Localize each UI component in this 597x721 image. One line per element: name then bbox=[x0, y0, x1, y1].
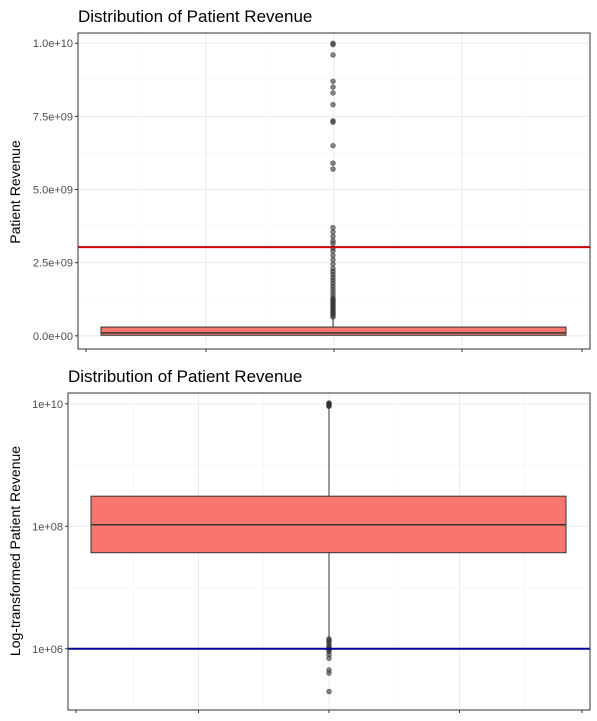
top-outlier-point bbox=[331, 230, 336, 235]
bottom-y-tick-label: 1e+10 bbox=[32, 399, 63, 411]
top-outlier-point bbox=[331, 161, 336, 166]
top-outlier-point bbox=[331, 238, 336, 243]
top-outlier-point bbox=[331, 253, 336, 258]
top-outlier-point bbox=[331, 167, 336, 172]
bottom-outlier-point bbox=[327, 689, 332, 694]
bottom-y-tick-label: 1e+06 bbox=[32, 644, 63, 656]
top-outlier-point bbox=[331, 91, 336, 96]
bottom-outlier-point bbox=[327, 656, 332, 661]
top-outlier-point bbox=[331, 85, 336, 90]
top-box bbox=[101, 327, 566, 335]
top-outlier-point bbox=[331, 53, 336, 58]
bottom-outlier-point bbox=[327, 636, 332, 641]
top-outlier-point bbox=[331, 41, 336, 46]
top-outlier-point bbox=[331, 257, 336, 262]
bottom-chart-title: Distribution of Patient Revenue bbox=[68, 367, 302, 386]
top-chart-title: Distribution of Patient Revenue bbox=[78, 7, 312, 26]
bottom-panel: Distribution of Patient Revenue Log-tran… bbox=[7, 367, 590, 713]
bottom-y-tick-label: 1e+08 bbox=[32, 521, 63, 533]
top-outlier-point bbox=[331, 118, 336, 123]
bottom-y-axis-label: Log-transformed Patient Revenue bbox=[7, 446, 23, 656]
top-y-axis-label: Patient Revenue bbox=[7, 140, 23, 244]
top-outlier-point bbox=[331, 102, 336, 107]
top-panel: Distribution of Patient Revenue Patient … bbox=[7, 7, 590, 352]
top-outlier-point bbox=[331, 225, 336, 230]
top-outlier-point bbox=[331, 262, 336, 267]
top-y-tick-label: 7.5e+09 bbox=[33, 111, 73, 123]
top-y-tick-label: 0.0e+00 bbox=[33, 331, 73, 343]
bottom-outlier-point bbox=[327, 671, 332, 676]
bottom-outlier-point bbox=[327, 401, 332, 406]
top-outlier-point bbox=[331, 143, 336, 148]
top-outlier-point bbox=[331, 79, 336, 84]
top-outlier-point bbox=[331, 266, 336, 271]
top-outlier-point bbox=[331, 234, 336, 239]
top-y-tick-label: 5.0e+09 bbox=[33, 185, 73, 197]
top-y-tick-label: 2.5e+09 bbox=[33, 258, 73, 270]
top-y-tick-label: 1.0e+10 bbox=[33, 38, 73, 50]
